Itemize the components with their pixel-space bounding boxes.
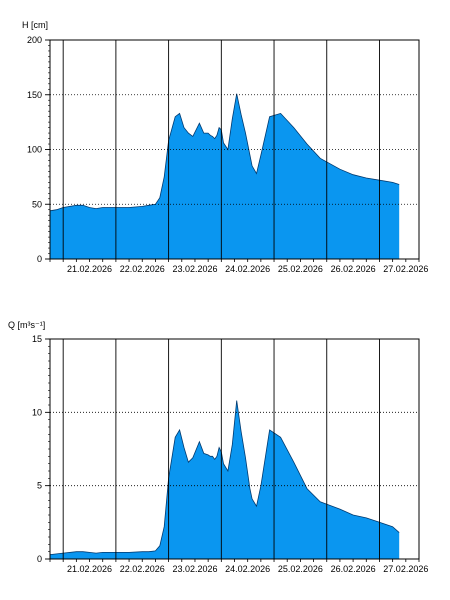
- series-area: [50, 400, 400, 559]
- series-area: [50, 93, 400, 259]
- x-tick-label: 23.02.2026: [172, 264, 217, 274]
- chart-panel-1: 21.02.2026 22.02.2026 23.02.2026 24.02.2026…: [22, 20, 428, 274]
- y-tick-label: 10: [32, 407, 42, 417]
- y-tick-label: 5: [37, 481, 42, 491]
- x-tick-label: 21.02.2026: [67, 564, 112, 574]
- plot-frame: [49, 39, 420, 260]
- x-tick-label: 22.02.2026: [120, 264, 165, 274]
- x-tick-label: 27.02.2026: [383, 264, 428, 274]
- y-tick-label: 0: [37, 554, 42, 564]
- series-outline: [49, 93, 400, 212]
- plot-frame: [49, 338, 420, 560]
- y-tick-label: 15: [32, 334, 42, 344]
- x-tick-label: 26.02.2026: [331, 264, 376, 274]
- x-tick-label: 26.02.2026: [331, 564, 376, 574]
- y-tick-label: 50: [32, 199, 42, 209]
- y-axis-title: Q [m³s⁻¹]: [8, 320, 45, 330]
- x-tick-label: 24.02.2026: [225, 264, 270, 274]
- x-tick-label: 22.02.2026: [120, 564, 165, 574]
- x-tick-label: 25.02.2026: [278, 564, 323, 574]
- y-tick-label: 150: [27, 90, 42, 100]
- x-tick-label: 25.02.2026: [278, 264, 323, 274]
- y-tick-label: 200: [27, 35, 42, 45]
- x-tick-label: 23.02.2026: [172, 564, 217, 574]
- x-tick-label: 21.02.2026: [67, 264, 112, 274]
- series-outline: [49, 400, 400, 555]
- chart-panel-2: 21.02.2026 22.02.2026 23.02.2026 24.02.2026…: [8, 320, 428, 574]
- x-tick-label: 24.02.2026: [225, 564, 270, 574]
- y-tick-label: 100: [27, 145, 42, 155]
- x-tick-label: 27.02.2026: [383, 564, 428, 574]
- y-axis-title: H [cm]: [22, 20, 48, 30]
- y-tick-label: 0: [37, 254, 42, 264]
